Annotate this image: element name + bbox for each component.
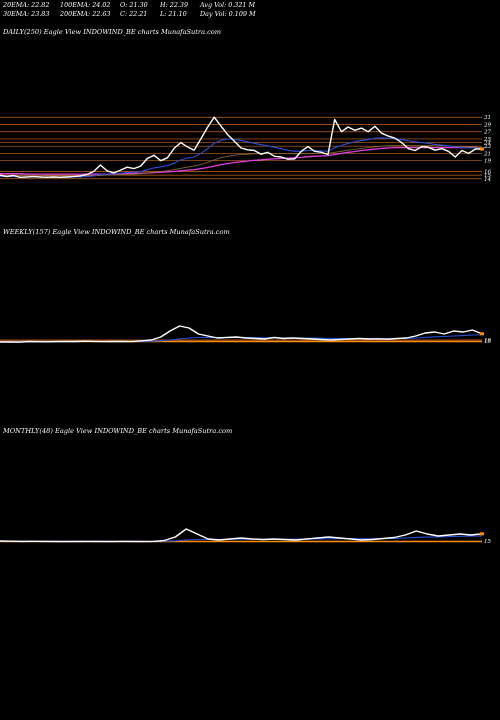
y-tick-label: 31 bbox=[484, 115, 491, 121]
y-tick-label: 29 bbox=[483, 122, 492, 128]
last-price-marker bbox=[480, 532, 484, 536]
ema100-value: 100EMA: 24.02 bbox=[60, 1, 111, 9]
price-line bbox=[0, 325, 483, 343]
y-tick-label: 23 bbox=[483, 144, 492, 150]
ema200-value: 200EMA: 22.63 bbox=[60, 10, 111, 18]
last-price-marker bbox=[480, 147, 484, 151]
close-value: C: 22.21 bbox=[120, 10, 148, 18]
y-tick-label: 15 bbox=[484, 339, 492, 345]
y-tick-label: 24 bbox=[483, 141, 492, 147]
last-price-marker bbox=[480, 332, 484, 336]
day-volume-value: Day Vol: 0.109 M bbox=[200, 10, 256, 18]
y-tick-label: 15 bbox=[484, 173, 492, 179]
y-tick-label: 15 bbox=[484, 539, 492, 545]
price-line bbox=[0, 116, 483, 179]
ema20-value: 20EMA: 22.82 bbox=[3, 1, 50, 9]
y-tick-label: 16 bbox=[484, 338, 492, 344]
ema-short-line bbox=[0, 137, 483, 178]
daily-panel-label: DAILY(250) Eagle View INDOWIND_BE charts… bbox=[3, 28, 222, 36]
avg-volume-value: Avg Vol: 0.321 M bbox=[200, 1, 256, 9]
y-tick-label: 19 bbox=[484, 159, 492, 165]
ema-long-line bbox=[0, 146, 482, 175]
y-tick-label: 27 bbox=[483, 130, 492, 136]
price-line bbox=[0, 528, 483, 543]
y-tick-label: 21 bbox=[483, 151, 491, 157]
high-value: H: 22.39 bbox=[160, 1, 189, 9]
y-tick-label: 25 bbox=[483, 137, 492, 143]
low-value: L: 21.10 bbox=[160, 10, 187, 18]
y-tick-label: 16 bbox=[484, 170, 492, 176]
monthly-panel-label: MONTHLY(48) Eagle View INDOWIND_BE chart… bbox=[3, 427, 233, 435]
open-value: O: 21.30 bbox=[120, 1, 148, 9]
y-tick-label: 14 bbox=[484, 177, 492, 183]
weekly-panel-label: WEEKLY(157) Eagle View INDOWIND_BE chart… bbox=[3, 228, 230, 236]
ema30-value: 30EMA: 23.83 bbox=[3, 10, 50, 18]
